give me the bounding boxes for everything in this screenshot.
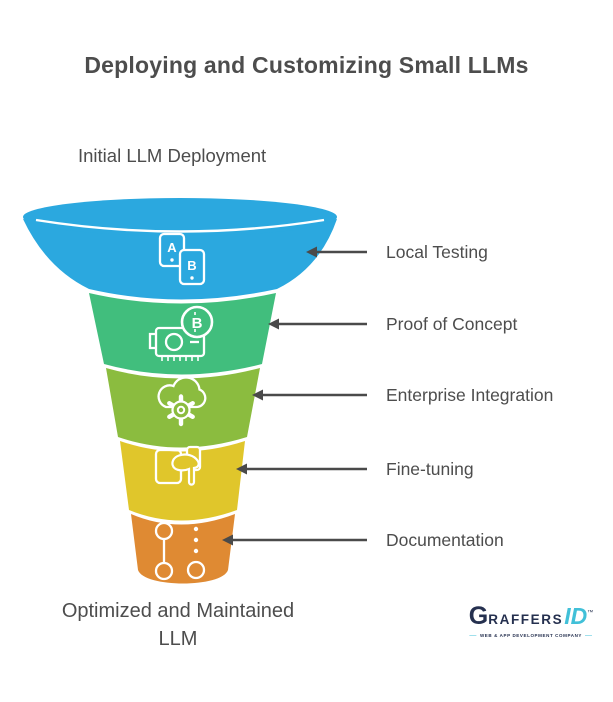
arrow-head — [306, 246, 317, 258]
gear-hub — [176, 405, 186, 415]
funnel-output-label-line1: Optimized and Maintained — [61, 600, 295, 622]
page-title: Deploying and Customizing Small LLMs — [84, 52, 529, 78]
coin-letter: B — [192, 315, 203, 332]
timeline-steps-icon — [154, 521, 206, 581]
stage-label-documentation: Documentation — [386, 530, 504, 550]
stage-label-proof-of-concept: Proof of Concept — [386, 314, 518, 334]
stage-label-fine-tuning: Fine-tuning — [386, 459, 474, 479]
arrow-proof-of-concept — [268, 318, 367, 330]
callout-arrows — [222, 246, 367, 546]
logo-text-raffers: RAFFERS — [488, 612, 564, 627]
gpu-pins — [161, 356, 199, 361]
funnel-stage-fine-tuning — [120, 441, 245, 521]
stage-label-enterprise-integration: Enterprise Integration — [386, 385, 554, 405]
gpu-coin-icon: B — [148, 305, 214, 361]
funnel-input-label: Initial LLM Deployment — [78, 145, 267, 166]
phone-b-letter: B — [187, 258, 196, 273]
stage4-body — [120, 441, 245, 521]
phone-b-outline — [178, 248, 206, 286]
coin-circle — [180, 305, 214, 339]
logo-trademark: ™ — [587, 610, 594, 616]
funnel-stage-enterprise-integration — [106, 368, 260, 448]
devices-touch-icon — [154, 445, 202, 486]
logo-wordmark: G RAFFERS ID ™ — [469, 602, 593, 631]
funnel-stage-proof-of-concept: B — [89, 293, 276, 375]
stage5-body — [131, 514, 235, 584]
phone-b-button — [190, 276, 194, 280]
timeline-end-node — [154, 561, 174, 581]
arrow-fine-tuning — [236, 463, 367, 475]
timeline-dot-2 — [193, 537, 199, 543]
arrow-documentation — [222, 534, 367, 546]
gear-teeth — [167, 394, 195, 427]
funnel-stage-documentation — [131, 514, 235, 584]
gear-ring — [171, 400, 191, 420]
arrow-local-testing — [306, 246, 367, 258]
arrow-head — [236, 463, 247, 475]
phone-a-button — [170, 258, 174, 262]
ab-testing-phones-icon: A B — [158, 232, 206, 286]
tagline-dash-right: — — [585, 632, 593, 639]
phone-a-letter: A — [167, 240, 177, 255]
logo-letter-g: G — [468, 602, 489, 630]
logo-text-id: ID — [564, 603, 588, 629]
logo-tagline: — WEB & APP DEVELOPMENT COMPANY — — [469, 632, 592, 639]
funnel-stage-local-testing: A B — [23, 198, 337, 300]
funnel-output-label: Optimized and Maintained LLM — [38, 597, 318, 653]
tagline-text: WEB & APP DEVELOPMENT COMPANY — [479, 633, 583, 638]
arrow-enterprise-integration — [252, 389, 367, 401]
funnel-output-label-line2: LLM — [158, 628, 198, 650]
gpu-bracket — [148, 332, 156, 350]
stage2-body — [89, 293, 276, 375]
pointing-hand — [171, 453, 200, 486]
timeline-goal-node — [186, 560, 206, 580]
arrow-head — [268, 318, 279, 330]
stage-label-local-testing: Local Testing — [386, 242, 488, 262]
stage1-rim — [23, 198, 337, 236]
timeline-dot-3 — [193, 548, 199, 554]
gpu-fan — [164, 332, 184, 352]
timeline-dot-1 — [193, 526, 199, 532]
arrow-head — [222, 534, 233, 546]
cloud-gear-icon — [157, 376, 207, 427]
cloud-outline — [157, 376, 207, 409]
arrow-head — [252, 389, 263, 401]
tagline-dash-left: — — [469, 632, 477, 639]
stage1-rim-highlight — [35, 218, 325, 233]
graffersid-logo: G RAFFERS ID ™ — WEB & APP DEVELOPMENT COMP… — [452, 602, 610, 639]
